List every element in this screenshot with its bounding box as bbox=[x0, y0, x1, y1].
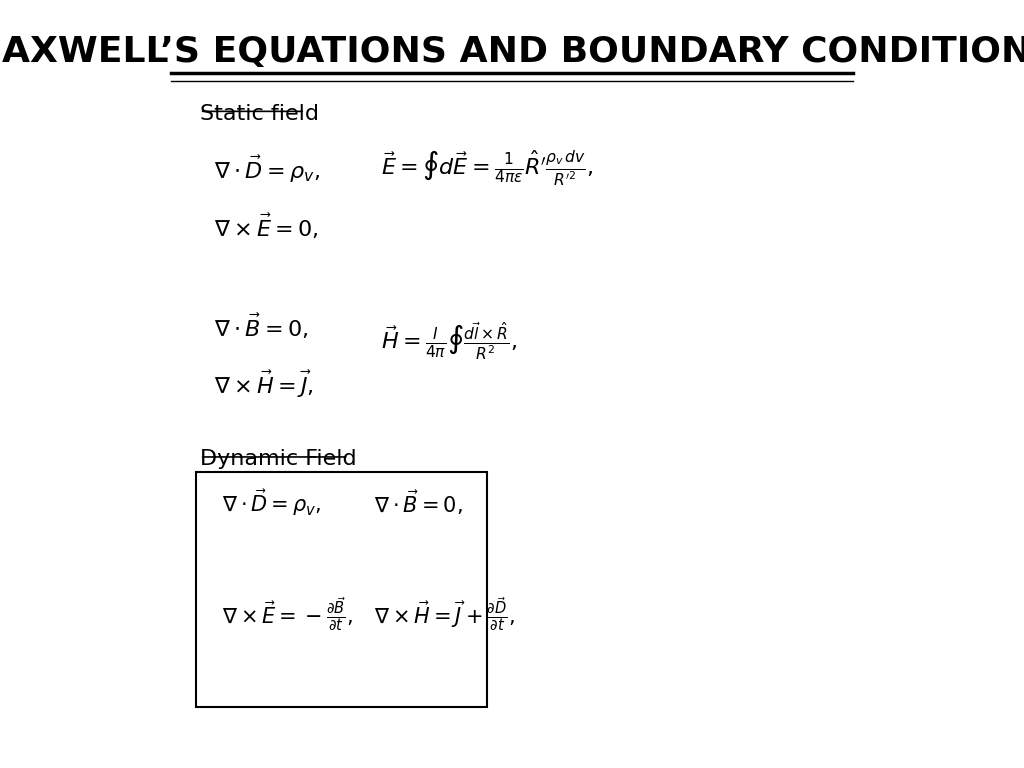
Text: $\vec{H} = \frac{I}{4\pi} \oint \frac{d\vec{l} \times \hat{R}}{R^{2}},$: $\vec{H} = \frac{I}{4\pi} \oint \frac{d\… bbox=[381, 320, 517, 363]
FancyBboxPatch shape bbox=[197, 472, 486, 707]
Text: $\nabla \times \vec{H} = \vec{J},$: $\nabla \times \vec{H} = \vec{J},$ bbox=[214, 369, 314, 399]
Text: $\nabla \cdot \vec{D} = \rho_v,$: $\nabla \cdot \vec{D} = \rho_v,$ bbox=[221, 488, 322, 518]
Text: $\nabla \times \vec{H} = \vec{J} + \frac{\partial \vec{D}}{\partial t},$: $\nabla \times \vec{H} = \vec{J} + \frac… bbox=[374, 596, 515, 633]
Text: $\nabla \cdot \vec{D} = \rho_v,$: $\nabla \cdot \vec{D} = \rho_v,$ bbox=[214, 154, 321, 184]
Text: Static field: Static field bbox=[200, 104, 318, 124]
Text: $\vec{E} = \oint d\vec{E} = \frac{1}{4\pi\varepsilon} \hat{R}^{\prime} \frac{\rh: $\vec{E} = \oint d\vec{E} = \frac{1}{4\p… bbox=[381, 149, 594, 189]
Text: $\nabla \times \vec{E} = -\frac{\partial \vec{B}}{\partial t},$: $\nabla \times \vec{E} = -\frac{\partial… bbox=[221, 596, 352, 633]
Text: $\nabla \cdot \vec{B} = 0,$: $\nabla \cdot \vec{B} = 0,$ bbox=[214, 312, 308, 341]
Text: $\nabla \cdot \vec{B} = 0,$: $\nabla \cdot \vec{B} = 0,$ bbox=[374, 488, 463, 518]
Text: Dynamic Field: Dynamic Field bbox=[200, 449, 356, 469]
Text: $\nabla \times \vec{E} = 0,$: $\nabla \times \vec{E} = 0,$ bbox=[214, 212, 318, 241]
Text: MAXWELL’S EQUATIONS AND BOUNDARY CONDITIONS: MAXWELL’S EQUATIONS AND BOUNDARY CONDITI… bbox=[0, 35, 1024, 68]
